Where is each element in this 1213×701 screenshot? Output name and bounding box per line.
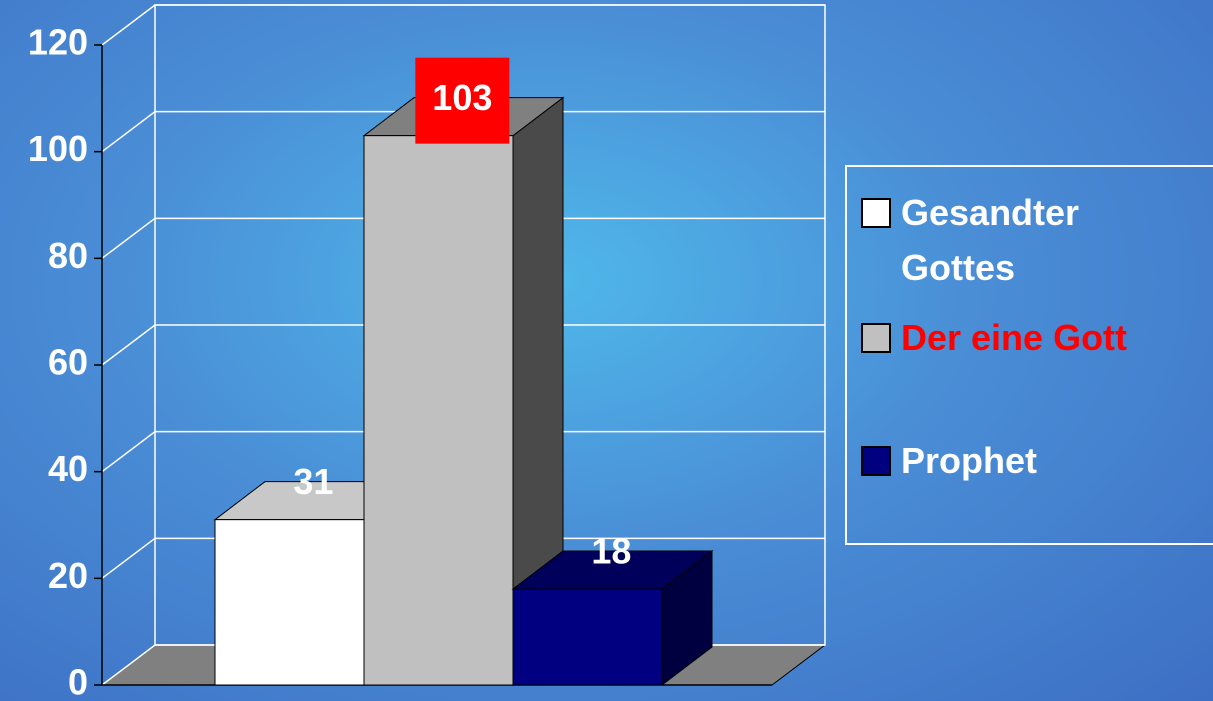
grid-line: [101, 430, 825, 473]
y-tick-label: 100: [28, 128, 88, 169]
legend-swatch: [861, 198, 891, 228]
legend-swatch: [861, 323, 891, 353]
grid-line: [101, 537, 825, 579]
y-tick-label: 0: [68, 662, 88, 701]
grid-line: [101, 217, 825, 259]
legend-swatch: [861, 446, 891, 476]
legend-item: Der eine Gott: [861, 310, 1201, 365]
legend-item: Prophet: [861, 433, 1201, 488]
legend-item: Gesandter Gottes: [861, 185, 1201, 295]
legend-label: Gesandter Gottes: [901, 192, 1080, 288]
y-tick-label: 20: [48, 555, 88, 596]
grid-line: [101, 324, 825, 366]
value-label-bg: [415, 57, 510, 144]
bar: [512, 588, 663, 686]
value-label: 103: [432, 77, 492, 118]
bar: [214, 519, 365, 686]
grid-line: [101, 4, 825, 46]
value-label: 18: [591, 531, 631, 572]
bar: [363, 135, 514, 686]
legend-label: Prophet: [901, 440, 1038, 481]
y-tick-label: 60: [48, 342, 88, 383]
y-tick-label: 120: [28, 22, 88, 63]
grid-line: [101, 110, 825, 153]
y-tick-label: 80: [48, 235, 88, 276]
y-tick-label: 40: [48, 448, 88, 489]
value-label: 31: [293, 461, 333, 502]
legend: Gesandter Gottes Der eine Gott Prophet: [845, 165, 1213, 545]
legend-label: Der eine Gott: [901, 317, 1128, 358]
